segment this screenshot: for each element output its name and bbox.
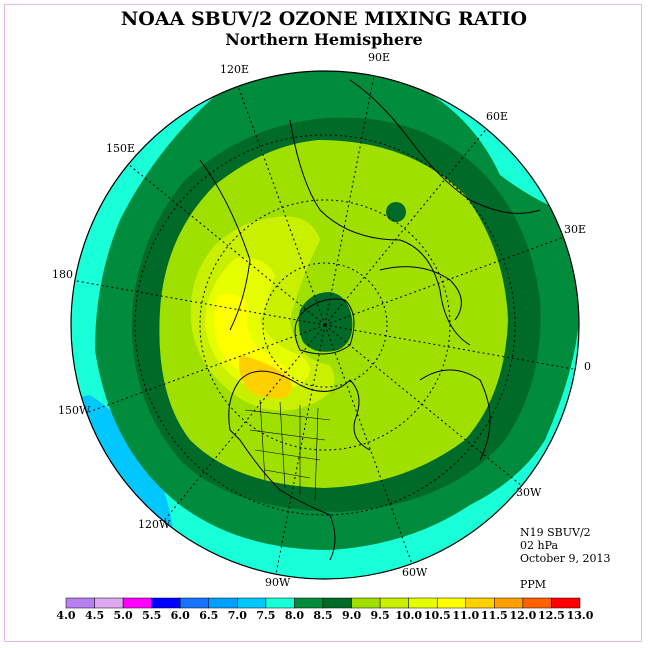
graticule — [71, 71, 579, 579]
ozone-field — [71, 71, 579, 579]
pressure-level: 02 hPa — [520, 539, 559, 552]
colorbar-tick-label: 9.0 — [342, 609, 361, 622]
colorbar-swatch — [294, 597, 324, 609]
contour-pole-low — [298, 292, 353, 352]
colorbar-swatch — [237, 597, 267, 609]
lon-label-150w: 150W — [58, 404, 91, 417]
colorbar-tick-label: 5.5 — [142, 609, 161, 622]
colorbar-swatch — [522, 597, 552, 609]
map-border — [70, 70, 580, 580]
colorbar-tick-label: 13.0 — [567, 609, 594, 622]
colorbar-swatch — [179, 597, 210, 609]
colorbar-swatch — [65, 597, 95, 609]
colorbar-tick-label: 9.5 — [371, 609, 390, 622]
colorbar-swatch — [408, 597, 438, 609]
colorbar-tick-label: 12.0 — [509, 609, 536, 622]
lon-label-180: 180 — [52, 268, 73, 281]
colorbar-tick-label: 8.5 — [313, 609, 332, 622]
colorbar-tick-label: 12.5 — [538, 609, 565, 622]
colorbar-swatch — [265, 597, 295, 609]
colorbar-tick-label: 10.5 — [424, 609, 451, 622]
map-title: NOAA SBUV/2 OZONE MIXING RATIO — [120, 8, 528, 30]
lon-label-90w: 90W — [265, 576, 291, 589]
lon-label-150e: 150E — [106, 142, 135, 155]
colorbar-tick-label: 10.0 — [395, 609, 422, 622]
contour-small-low — [386, 202, 406, 222]
colorbar-swatch — [151, 597, 181, 609]
info-block: N19 SBUV/2 02 hPa October 9, 2013 PPM — [520, 526, 611, 591]
lon-label-120w: 120W — [138, 518, 171, 531]
map-subtitle: Northern Hemisphere — [225, 30, 423, 49]
lon-label-60w: 60W — [402, 566, 428, 579]
lon-label-120e: 120E — [220, 63, 249, 76]
state-borders — [244, 399, 331, 501]
colorbar-swatch — [208, 597, 238, 609]
colorbar: 4.0 4.5 5.0 5.5 6.0 6.5 7.0 7.5 8.0 8.5 9.0 9.5 10.0… — [56, 597, 594, 622]
colorbar-tick-label: 5.0 — [114, 609, 133, 622]
colorbar-tick-label: 6.5 — [199, 609, 218, 622]
colorbar-tick-label: 7.5 — [256, 609, 275, 622]
lon-label-30w: 30W — [516, 486, 542, 499]
contour-band-10-5 — [214, 293, 290, 382]
colorbar-tick-label: 8.0 — [285, 609, 304, 622]
colorbar-tick-label: 11.0 — [452, 609, 479, 622]
colorbar-tick-label: 11.5 — [481, 609, 508, 622]
units-label: PPM — [520, 578, 547, 591]
colorbar-swatch — [379, 597, 409, 609]
lon-label-0: 0 — [584, 360, 591, 373]
colorbar-swatch — [494, 597, 524, 609]
colorbar-swatch — [94, 597, 124, 609]
lon-label-60e: 60E — [486, 110, 508, 123]
colorbar-swatch — [322, 597, 352, 609]
colorbar-swatch — [436, 597, 467, 609]
satellite-label: N19 SBUV/2 — [520, 526, 591, 539]
colorbar-tick-label: 7.0 — [228, 609, 247, 622]
longitude-labels: 90E 60E 30E 0 30W 60W 90W 120W 150W 180 … — [52, 51, 591, 589]
coastlines — [199, 79, 541, 561]
lon-label-30e: 30E — [564, 223, 586, 236]
colorbar-tick-label: 4.0 — [56, 609, 75, 622]
colorbar-tick-label: 6.0 — [171, 609, 190, 622]
colorbar-swatch — [351, 597, 381, 609]
contour-band-11-0 — [239, 355, 292, 399]
date-label: October 9, 2013 — [520, 552, 611, 565]
figure-frame — [4, 4, 642, 642]
colorbar-swatch — [465, 597, 495, 609]
colorbar-swatch — [122, 597, 152, 609]
lon-label-90e: 90E — [368, 51, 390, 64]
colorbar-swatch — [551, 597, 581, 609]
colorbar-tick-label: 4.5 — [85, 609, 104, 622]
